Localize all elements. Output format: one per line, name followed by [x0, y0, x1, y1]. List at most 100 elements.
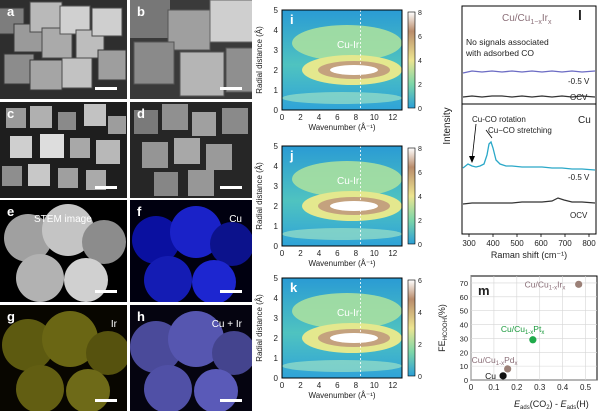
- scatter-x-tick: 0.5: [580, 383, 592, 392]
- raman-note-line1: No signals associated: [466, 37, 549, 47]
- panel-label-e: e: [7, 204, 15, 219]
- raman-x-axis-label: Raman shift (cm⁻¹): [491, 250, 567, 260]
- wt-x-axis-label: Wavenumber (Å⁻¹): [308, 259, 375, 268]
- panel-label-d: d: [137, 106, 145, 121]
- eds-overlay-caption: Cu + Ir: [211, 319, 242, 330]
- wt-contour-peak: [330, 65, 378, 75]
- raman-upper-potential-label: -0.5 V: [568, 77, 590, 86]
- sem-image-a: [0, 0, 127, 99]
- eds-map-cu-panel: f Cu: [130, 200, 252, 302]
- wt-y-tick: 4: [274, 294, 279, 303]
- wt-x-tick: 4: [317, 381, 322, 390]
- raman-lower-title: Cu: [578, 115, 591, 126]
- scatter-points: Cu/Cu1-xIrx Cu/Cu1-xPtx Cu/Cu1-xPdx Cu: [472, 279, 583, 381]
- scale-bar-d: [220, 186, 242, 189]
- wt-y-tick: 1: [274, 86, 279, 95]
- raman-x-tick: 600: [534, 239, 548, 248]
- wt-y-tick: 4: [274, 26, 279, 35]
- wt-x-tick: 4: [317, 249, 322, 258]
- scale-bar-g: [95, 399, 117, 402]
- wt-y-axis-label: Radial distance (Å): [255, 294, 264, 362]
- wt-colorbar-tick: 2: [418, 82, 422, 89]
- wt-contour-outer: [292, 25, 402, 61]
- wt-x-tick: 6: [335, 113, 340, 122]
- wt-contour-outer: [292, 161, 402, 197]
- scatter-x-tick: 0.3: [534, 383, 546, 392]
- scatter-point-0: [575, 280, 583, 288]
- wt-y-tick: 5: [274, 274, 279, 283]
- scatter-y-tick: 30: [460, 334, 468, 343]
- raman-x-tick: 400: [486, 239, 500, 248]
- wt-colorbar-tick: 4: [418, 310, 422, 317]
- wt-x-tick: 8: [354, 249, 359, 258]
- panel-label-c: c: [7, 106, 15, 121]
- wt-y-tick: 0: [274, 242, 279, 251]
- raman-upper-ocv-label: OCV: [570, 93, 588, 102]
- raman-lower-potential-label: -0.5 V: [568, 173, 590, 182]
- panel-label-a: a: [7, 4, 15, 19]
- stem-image-e: [0, 200, 127, 302]
- raman-x-tick: 500: [510, 239, 524, 248]
- scatter-point-label-1: Cu/Cu1-xPtx: [501, 324, 544, 336]
- scale-bar-a: [95, 87, 117, 90]
- scatter-x-tick: 0.4: [557, 383, 569, 392]
- wt-contour-low: [282, 228, 402, 240]
- raman-rotation-arrowhead: [469, 156, 475, 163]
- wt-x-tick: 8: [354, 381, 359, 390]
- raman-frame: [461, 5, 597, 235]
- wt-x-tick: 8: [354, 113, 359, 122]
- wt-x-axis-label: Wavenumber (Å⁻¹): [308, 123, 375, 132]
- wt-x-tick: 12: [388, 249, 397, 258]
- scatter-y-axis-label: FEHCOOH(%): [437, 304, 449, 352]
- raman-rotation-annotation: Cu-CO rotation: [472, 115, 526, 124]
- sem-panel-c: c: [0, 102, 127, 198]
- scatter-y-tick: 50: [460, 307, 468, 316]
- scale-bar-f: [220, 290, 242, 293]
- wt-x-tick: 2: [298, 113, 303, 122]
- wt-y-tick: 3: [274, 314, 279, 323]
- wt-x-tick: 6: [335, 249, 340, 258]
- wt-x-tick: 10: [370, 113, 379, 122]
- scatter-axes: 0 0.1 0.2 0.3 0.4 0.5 0 10 20 30 40 50 60 70: [460, 279, 592, 392]
- raman-panel-label: l: [578, 7, 582, 23]
- scatter-point-1: [529, 336, 537, 344]
- wt-colorbar-tick: 6: [418, 170, 422, 177]
- wt-colorbar-tick: 8: [418, 146, 422, 153]
- wt-x-tick: 4: [317, 113, 322, 122]
- scale-bar-c: [95, 186, 117, 189]
- scale-bar-e: [95, 290, 117, 293]
- wt-y-tick: 2: [274, 66, 279, 75]
- raman-rotation-arrow: [471, 123, 477, 161]
- wt-colorbar: [407, 147, 416, 245]
- raman-x-tick: 800: [582, 239, 596, 248]
- wt-colorbar-tick: 4: [418, 194, 422, 201]
- raman-lower-spectrum-potential: [462, 140, 596, 171]
- wt-colorbar-tick: 2: [418, 218, 422, 225]
- wt-x-tick: 12: [388, 113, 397, 122]
- sem-image-b: [130, 0, 252, 99]
- raman-y-axis-label: Intensity: [442, 107, 453, 144]
- wt-contour-outer: [292, 293, 402, 329]
- eds-cu-image: [130, 200, 252, 302]
- wt-y-tick: 0: [274, 374, 279, 383]
- scatter-point-3: [499, 372, 507, 380]
- eds-overlay-image: [130, 305, 252, 411]
- wt-colorbar-tick: 6: [418, 278, 422, 285]
- wt-colorbar-tick: 2: [418, 342, 422, 349]
- wt-colorbar-tick: 4: [418, 58, 422, 65]
- wt-x-tick: 6: [335, 381, 340, 390]
- panel-label-b: b: [137, 4, 145, 19]
- scatter-y-tick: 10: [460, 362, 468, 371]
- wt-peak-label: Cu-Ir: [337, 40, 360, 51]
- raman-lower-spectrum-ocv: [462, 197, 596, 205]
- scale-bar-h: [220, 399, 242, 402]
- wt-y-tick: 2: [274, 202, 279, 211]
- raman-lower-ocv-label: OCV: [570, 211, 588, 220]
- scatter-y-tick: 40: [460, 321, 468, 330]
- wt-peak-label: Cu-Ir: [337, 308, 360, 319]
- wt-y-tick: 5: [274, 6, 279, 15]
